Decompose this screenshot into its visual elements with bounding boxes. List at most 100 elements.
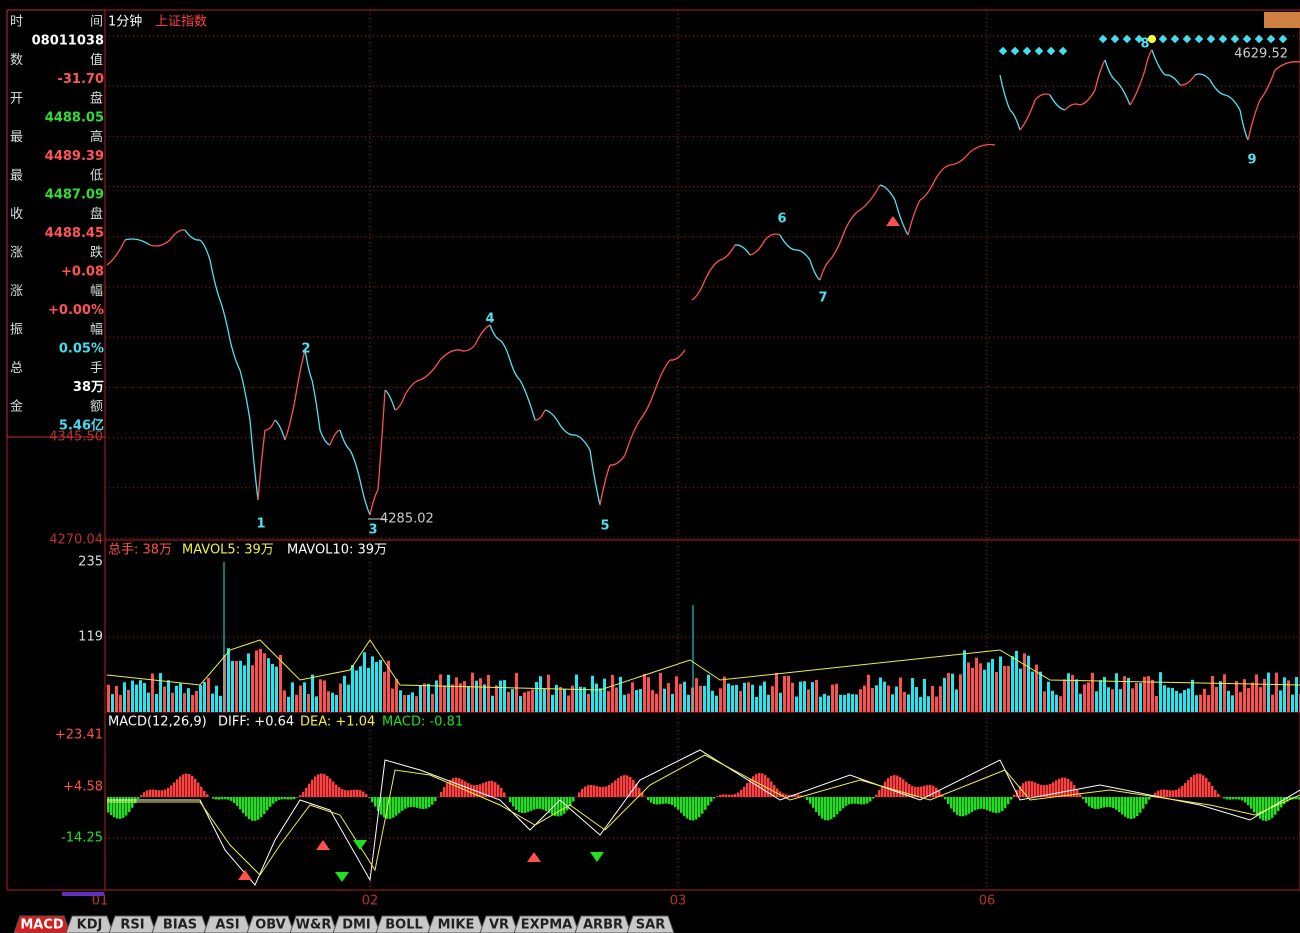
- volume-bar: [1079, 693, 1082, 712]
- tab-label[interactable]: W&R: [296, 918, 332, 933]
- macd-bar: [1253, 797, 1256, 813]
- tab[interactable]: [246, 915, 295, 933]
- volume-bar: [703, 685, 706, 712]
- volume-bar: [763, 681, 766, 712]
- macd-bar: [530, 797, 533, 811]
- macd-bar: [845, 797, 848, 806]
- tab-label[interactable]: EXPMA: [521, 918, 572, 933]
- macd-bar: [239, 797, 242, 810]
- volume-bar: [267, 658, 270, 712]
- volume-bar: [435, 680, 438, 712]
- volume-bar: [315, 696, 318, 712]
- volume-bar: [1223, 674, 1226, 712]
- price-line: [349, 449, 361, 481]
- macd-bar: [344, 790, 347, 797]
- macd-bar: [587, 785, 590, 797]
- tab-label[interactable]: KDJ: [77, 918, 103, 933]
- macd-bar: [1070, 781, 1073, 797]
- macd-bar: [1217, 793, 1220, 797]
- macd-bar: [1214, 790, 1217, 797]
- volume-bar: [1155, 695, 1158, 712]
- tab[interactable]: [574, 915, 632, 933]
- icon[interactable]: [1264, 12, 1300, 28]
- volume-bar: [1275, 672, 1278, 712]
- macd-bar: [980, 797, 983, 809]
- tab[interactable]: [151, 915, 209, 933]
- tab-label[interactable]: BOLL: [385, 918, 423, 933]
- macd-bar: [1124, 797, 1127, 817]
- macd-bar: [473, 785, 476, 797]
- macd-bar: [107, 797, 110, 813]
- volume-bar: [355, 670, 358, 712]
- tab-label[interactable]: BIAS: [163, 918, 197, 933]
- tab[interactable]: [203, 915, 252, 933]
- volume-bar: [403, 695, 406, 712]
- tab-label[interactable]: OBV: [255, 918, 286, 933]
- price-line: [329, 429, 341, 446]
- volume-bar: [1259, 687, 1262, 712]
- tab-label[interactable]: DMI: [342, 918, 371, 933]
- tab[interactable]: [13, 915, 71, 933]
- macd-bar: [350, 790, 353, 797]
- tab-label[interactable]: MIKE: [438, 918, 475, 933]
- volume-bar: [451, 684, 454, 712]
- info-value: 08011038: [32, 34, 104, 49]
- info-label: 跌: [90, 245, 103, 261]
- volume-bar: [139, 680, 142, 712]
- tab-label[interactable]: MACD: [20, 918, 64, 933]
- tab[interactable]: [626, 915, 675, 933]
- macd-bar: [1145, 797, 1148, 805]
- volume-bar: [959, 674, 962, 712]
- volume-bar: [323, 680, 326, 712]
- macd-bar: [431, 797, 434, 805]
- tab-label[interactable]: RSI: [120, 918, 144, 933]
- volume-bar: [183, 693, 186, 712]
- volume-bar: [631, 682, 634, 712]
- macd-bar: [782, 793, 785, 797]
- macd-bar: [524, 797, 527, 813]
- volume-bar: [511, 689, 514, 712]
- tab[interactable]: [427, 915, 485, 933]
- macd-bar: [1298, 797, 1300, 800]
- macd-bar: [1085, 797, 1088, 804]
- tab[interactable]: [65, 915, 114, 933]
- tab-label[interactable]: SAR: [636, 918, 665, 933]
- macd-bar: [668, 797, 671, 804]
- volume-bar: [1163, 685, 1166, 712]
- volume-bar: [1291, 694, 1294, 712]
- volume-bar: [1267, 672, 1270, 712]
- tab[interactable]: [479, 915, 519, 933]
- tab-label[interactable]: VR: [489, 918, 509, 933]
- scroll-marker: [62, 892, 104, 896]
- price-line: [1247, 99, 1261, 141]
- macd-bar: [1061, 777, 1064, 797]
- price-line: [669, 349, 686, 361]
- volume-bar: [751, 684, 754, 712]
- price-line: [377, 389, 386, 491]
- tab[interactable]: [289, 915, 338, 933]
- tab-label[interactable]: ASI: [215, 918, 239, 933]
- tab[interactable]: [375, 915, 433, 933]
- price-line: [249, 419, 259, 501]
- tab[interactable]: [332, 915, 381, 933]
- volume-bar: [975, 657, 978, 712]
- volume-bar: [727, 683, 730, 712]
- tab-label[interactable]: ARBR: [583, 918, 623, 933]
- macd-bar: [1190, 777, 1193, 797]
- macd-bar: [746, 783, 749, 797]
- volume-bar: [459, 683, 462, 712]
- volume-bar: [831, 684, 834, 712]
- macd-bar: [965, 797, 968, 816]
- tab[interactable]: [108, 915, 157, 933]
- volume-bar: [239, 660, 242, 712]
- volume-bar: [319, 679, 322, 712]
- mavol: [106, 639, 1300, 691]
- price-line: [439, 349, 461, 361]
- macd-bar: [341, 789, 344, 797]
- macd-bar: [398, 797, 401, 814]
- volume-bar: [399, 690, 402, 712]
- price-line: [304, 349, 313, 381]
- macd-bar: [887, 778, 890, 797]
- tab[interactable]: [513, 915, 580, 933]
- marker: [1148, 35, 1156, 43]
